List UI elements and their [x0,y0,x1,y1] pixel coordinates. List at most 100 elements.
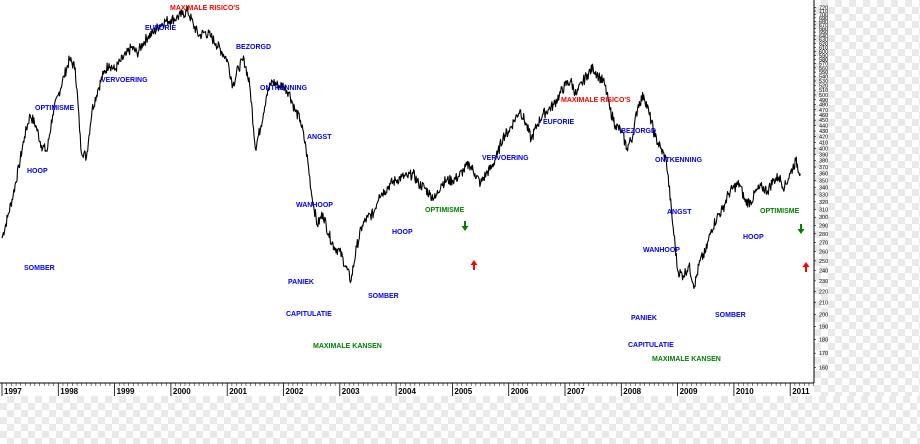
transparent-background-bottom [0,396,920,444]
x-axis: 1997 1998 1999 2000 2001 2002 2003 2004 2005 2006… [1,383,814,396]
y-tick-label: 640 [819,34,828,40]
y-tick-label: 680 [819,19,828,25]
y-tick-label: 670 [819,23,828,29]
y-tick-label: 300 [819,215,828,221]
y-tick-label: 280 [819,232,828,238]
phase-label: ONTKENNING [655,157,703,164]
phase-label: EUFORIE [145,25,176,32]
phase-label: PANIEK [288,279,314,286]
phase-label: CAPITULATIE [628,342,674,349]
y-tick-label: 540 [819,75,828,81]
phase-label: ONTKENNING [260,85,308,92]
phase-label: BEZORGD [236,44,271,51]
x-year-label: 2000 [173,387,191,396]
y-tick-label: 630 [819,38,828,44]
y-tick-label: 390 [819,152,828,158]
transparent-background-right [814,0,920,444]
y-tick-label: 450 [819,118,828,124]
phase-label: HOOP [743,234,764,241]
x-year-label: 2003 [342,387,360,396]
phase-label: SOMBER [24,265,55,272]
y-tick-label: 530 [819,79,828,85]
y-tick-label: 580 [819,57,828,63]
y-tick-label: 690 [819,16,828,22]
x-year-label: 2009 [680,387,698,396]
y-tick-label: 320 [819,200,828,206]
phase-label: SOMBER [715,312,746,319]
down-arrow-icon [461,221,469,231]
arrow-head [797,229,805,234]
y-tick-label: 270 [819,240,828,246]
y-tick-label: 480 [819,103,828,109]
phase-label: MAXIMALE RISICO'S [170,5,240,12]
y-tick-label: 420 [819,135,828,141]
y-tick-label: 160 [819,366,828,372]
up-arrow-icon [470,260,478,270]
phase-label: OPTIMISME [35,105,75,112]
phase-label: MAXIMALE RISICO'S [561,97,631,104]
x-year-label: 2006 [511,387,529,396]
y-tick-label: 710 [819,9,828,15]
y-tick-label: 400 [819,146,828,152]
down-arrow-icon [797,224,805,234]
y-tick-label: 430 [819,129,828,135]
y-tick-label: 230 [819,279,828,285]
y-tick-label: 600 [819,49,828,55]
y-tick-label: 310 [819,207,828,213]
phase-label: VERVOERING [101,77,148,84]
y-tick-label: 260 [819,249,828,255]
y-tick-label: 210 [819,301,828,307]
phase-label: ANGST [667,209,692,216]
price-series [1,5,801,290]
phase-label: BEZORGD [621,128,656,135]
y-tick-label: 590 [819,53,828,59]
y-tick-label: 170 [819,351,828,357]
y-tick-label: 610 [819,45,828,51]
phase-label: OPTIMISME [425,207,465,214]
x-year-label: 2011 [792,387,810,396]
y-axis: 160 170 180 190 200 210 220 230 240 250 260 270 280 2… [814,6,828,372]
x-year-label: 1997 [4,387,22,396]
y-tick-label: 550 [819,70,828,76]
y-tick-label: 650 [819,30,828,36]
y-tick-label: 350 [819,178,828,184]
annotations: SOMBER HOOP OPTIMISME VERVOERING EUFORIE MAXI… [24,5,800,363]
phase-label: SOMBER [368,293,399,300]
phase-label: VERVOERING [482,155,529,162]
x-year-label: 1998 [60,387,78,396]
y-tick-label: 720 [819,6,828,12]
y-tick-label: 660 [819,26,828,32]
arrows [461,221,810,272]
x-year-label: 2002 [286,387,304,396]
y-tick-label: 250 [819,259,828,265]
arrow-head [461,226,469,231]
phase-label: CAPITULATIE [286,311,332,318]
x-year-label: 2007 [567,387,585,396]
y-tick-label: 200 [819,312,828,318]
y-tick-label: 560 [819,66,828,72]
x-year-label: 2004 [398,387,416,396]
y-tick-label: 290 [819,223,828,229]
phase-label: WANHOOP [296,202,333,209]
y-tick-label: 340 [819,185,828,191]
series-line [1,5,801,290]
up-arrow-icon [802,262,810,272]
y-tick-label: 470 [819,108,828,114]
y-tick-label: 440 [819,124,828,130]
y-tick-label: 380 [819,159,828,165]
y-tick-label: 360 [819,172,828,178]
y-tick-label: 700 [819,12,828,18]
y-tick-label: 180 [819,338,828,344]
y-tick-label: 620 [819,41,828,47]
phase-label: PANIEK [631,315,657,322]
x-year-label: 2008 [623,387,641,396]
y-tick-label: 520 [819,84,828,90]
phase-label: HOOP [392,229,413,236]
y-tick-label: 460 [819,113,828,119]
y-tick-label: 570 [819,62,828,68]
y-tick-label: 410 [819,140,828,146]
phase-label: OPTIMISME [760,208,800,215]
phase-label: MAXIMALE KANSEN [652,356,721,363]
phase-label: EUFORIE [543,119,574,126]
